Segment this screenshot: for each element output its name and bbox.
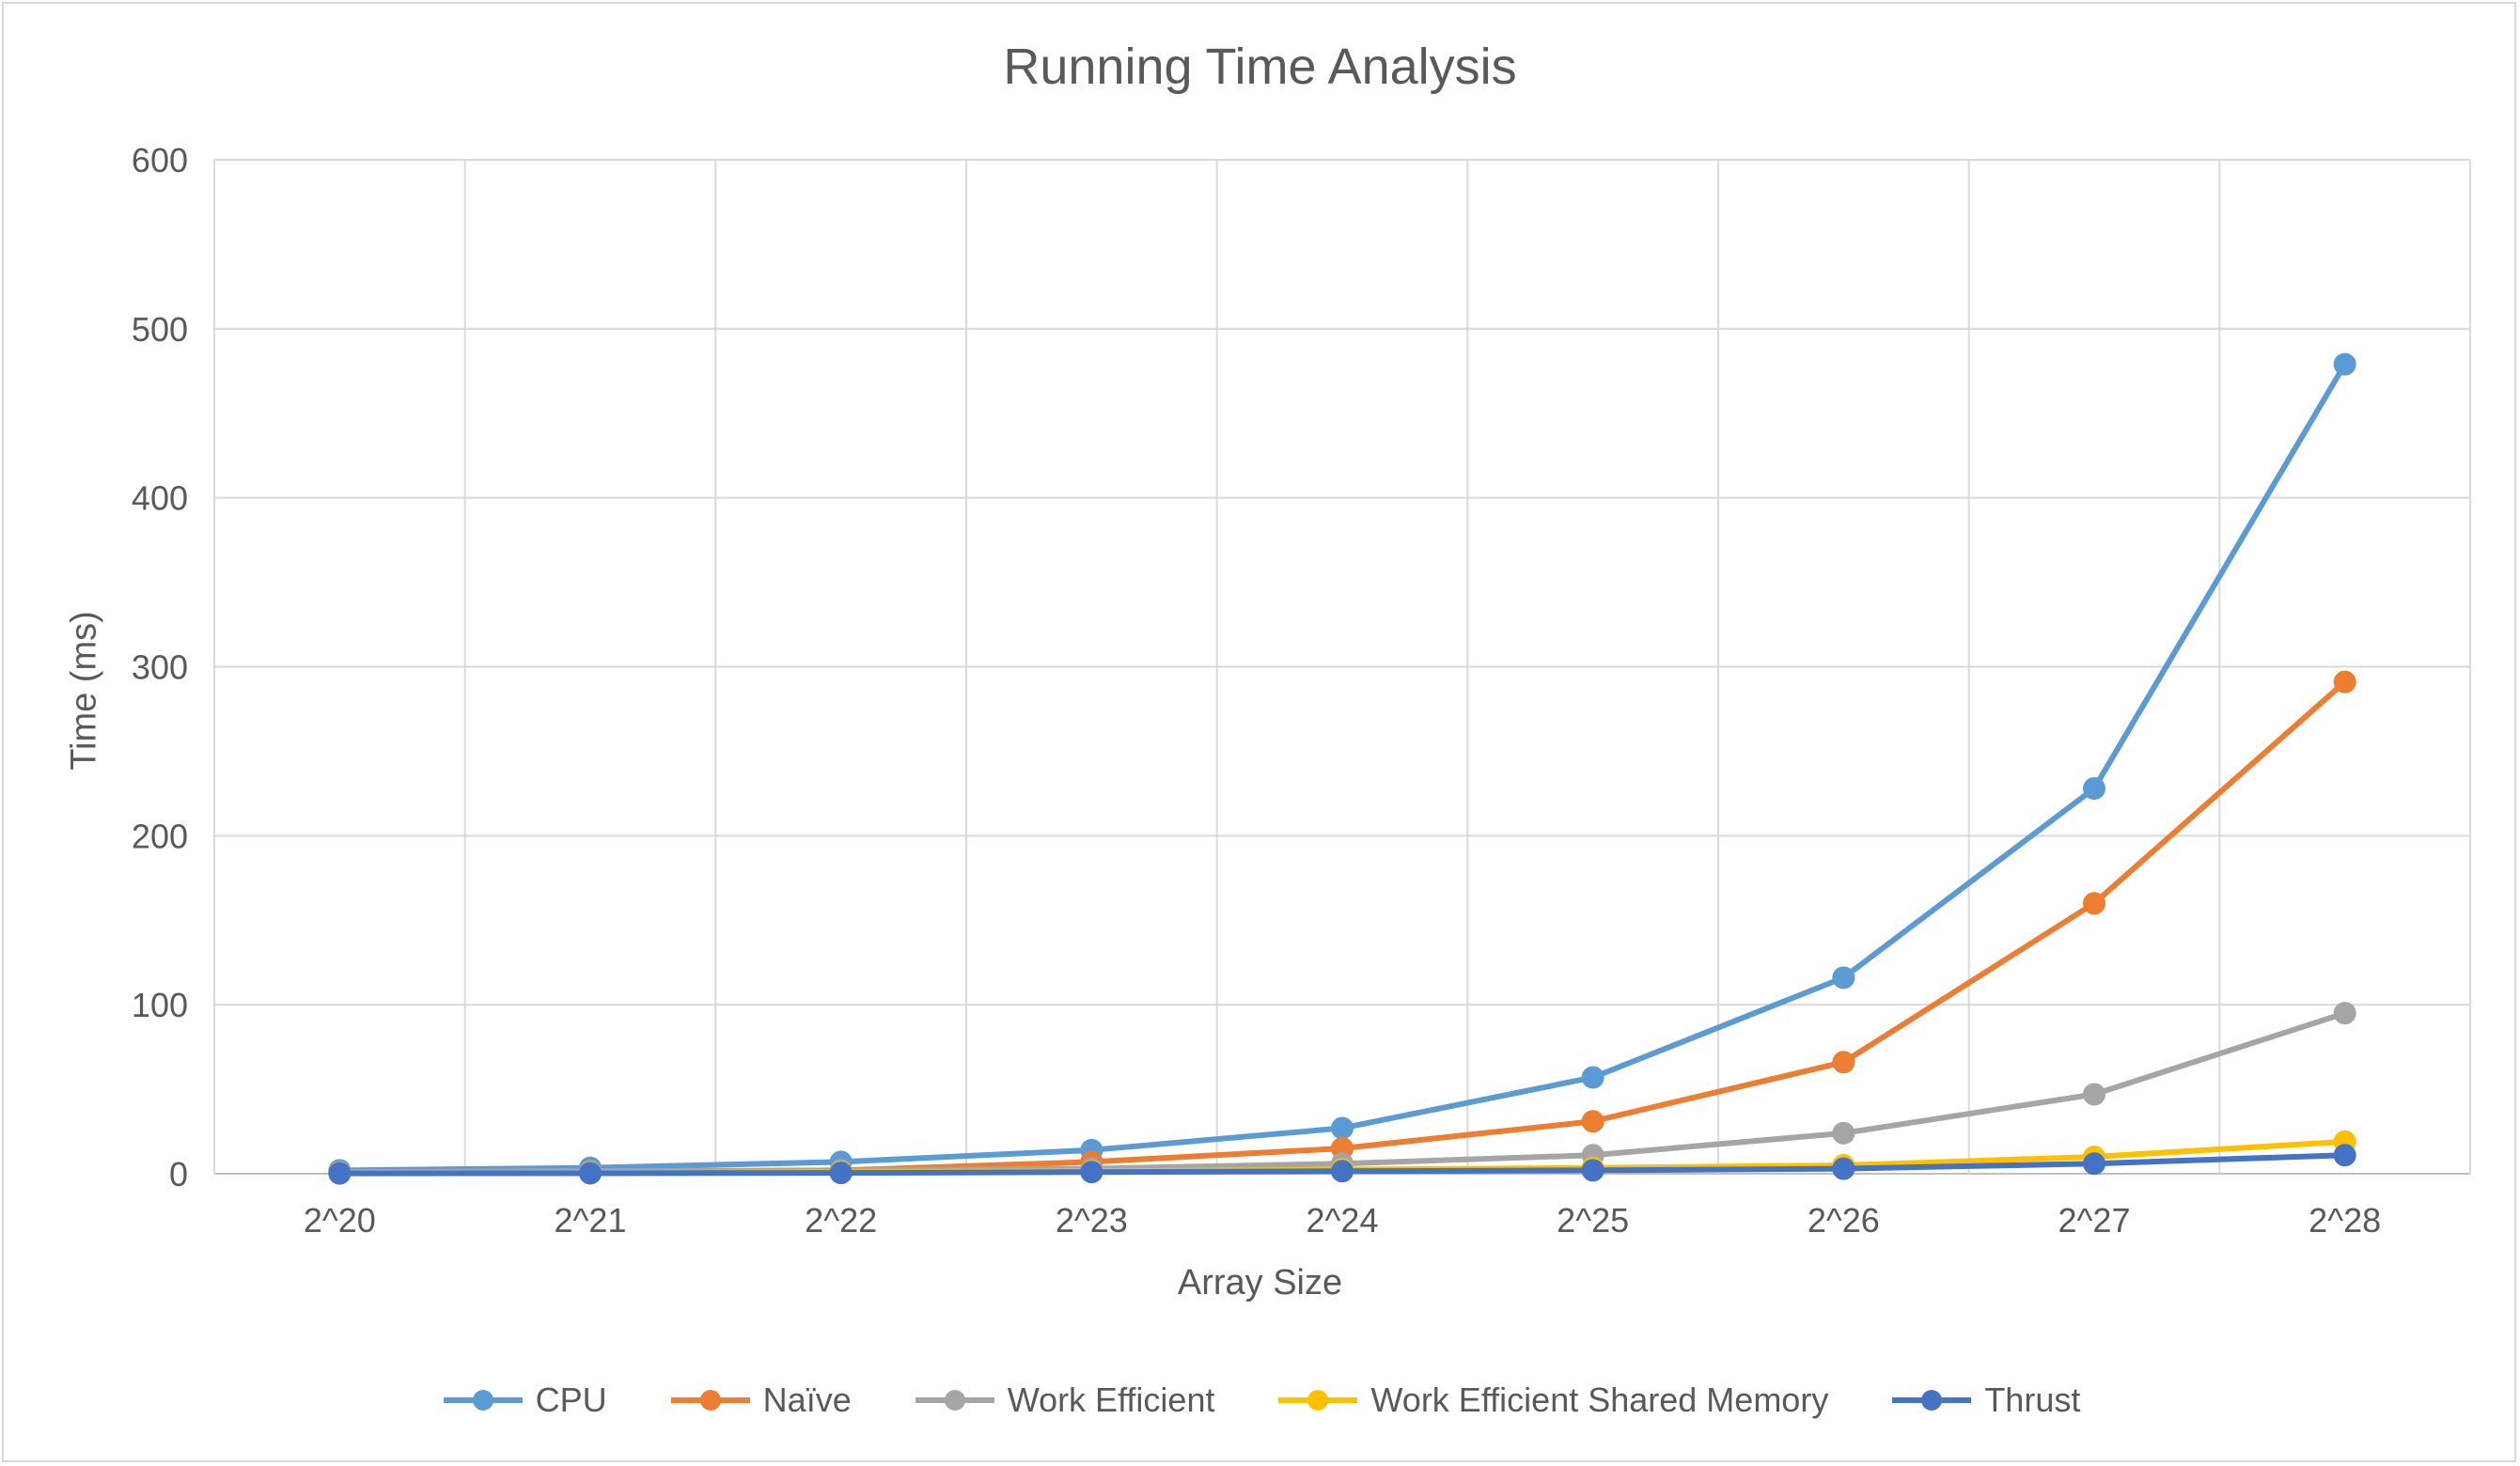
data-point-thrust bbox=[579, 1162, 602, 1185]
legend-swatch-cpu bbox=[443, 1390, 523, 1411]
data-point-na-ve bbox=[1581, 1110, 1604, 1133]
legend-swatch-na-ve bbox=[670, 1390, 750, 1411]
legend-item-work-efficient-shared-memory: Work Efficient Shared Memory bbox=[1275, 1380, 1828, 1420]
data-point-work-efficient bbox=[2333, 1002, 2356, 1025]
y-tick-label: 300 bbox=[132, 648, 188, 687]
y-tick-label: 600 bbox=[132, 141, 188, 179]
x-tick-label: 2^23 bbox=[1056, 1201, 1128, 1240]
data-point-thrust bbox=[2083, 1152, 2105, 1176]
data-point-na-ve bbox=[1832, 1051, 1855, 1074]
x-tick-label: 2^21 bbox=[555, 1201, 627, 1240]
y-tick-label: 0 bbox=[169, 1155, 188, 1193]
x-tick-label: 2^26 bbox=[1808, 1201, 1880, 1240]
series-line-cpu bbox=[337, 361, 2348, 1174]
legend-item-cpu: CPU bbox=[440, 1380, 607, 1420]
data-point-cpu bbox=[1581, 1066, 1604, 1089]
y-tick-label: 100 bbox=[132, 986, 188, 1024]
data-point-thrust bbox=[1080, 1161, 1103, 1184]
data-point-cpu bbox=[2333, 352, 2356, 376]
data-point-thrust bbox=[1832, 1157, 1855, 1180]
legend-item-na-ve: Naïve bbox=[667, 1380, 852, 1420]
x-tick-label: 2^25 bbox=[1557, 1201, 1629, 1240]
legend-label: Naïve bbox=[762, 1380, 852, 1419]
data-point-na-ve bbox=[2333, 670, 2356, 694]
x-tick-label: 2^22 bbox=[805, 1201, 877, 1240]
x-tick-label: 2^20 bbox=[304, 1201, 376, 1240]
legend-marker bbox=[699, 1390, 721, 1411]
legend-item-work-efficient: Work Efficient bbox=[912, 1380, 1215, 1420]
data-point-cpu bbox=[1832, 966, 1855, 990]
y-tick-label: 200 bbox=[132, 817, 188, 855]
chart-title: Running Time Analysis bbox=[1003, 39, 1517, 95]
legend-marker bbox=[1921, 1390, 1943, 1411]
data-point-work-efficient bbox=[2083, 1083, 2105, 1106]
x-tick-label: 2^27 bbox=[2058, 1201, 2131, 1240]
legend-label: Work Efficient bbox=[1007, 1380, 1215, 1419]
x-axis-label: Array Size bbox=[1177, 1263, 1343, 1302]
data-point-thrust bbox=[1581, 1159, 1604, 1182]
legend: CPU Naïve Work Efficient Work Efficient Sha… bbox=[0, 1372, 2520, 1428]
data-point-na-ve bbox=[2083, 892, 2105, 915]
legend-label: Thrust bbox=[1984, 1380, 2081, 1419]
legend-marker bbox=[472, 1390, 493, 1411]
x-tick-label: 2^28 bbox=[2309, 1201, 2381, 1240]
legend-item-thrust: Thrust bbox=[1888, 1380, 2080, 1420]
data-point-cpu bbox=[2083, 776, 2105, 800]
data-point-thrust bbox=[1331, 1160, 1354, 1183]
data-point-work-efficient bbox=[1832, 1121, 1855, 1145]
legend-swatch-work-efficient bbox=[915, 1390, 994, 1411]
legend-marker bbox=[944, 1390, 965, 1411]
y-axis-label: Time (ms) bbox=[64, 611, 104, 771]
y-tick-label: 500 bbox=[132, 310, 188, 349]
legend-swatch-thrust bbox=[1892, 1390, 1972, 1411]
legend-label: CPU bbox=[535, 1380, 607, 1419]
data-point-thrust bbox=[829, 1162, 853, 1185]
y-tick-label: 400 bbox=[132, 479, 188, 518]
legend-swatch-work-efficient-shared-memory bbox=[1278, 1390, 1358, 1411]
legend-label: Work Efficient Shared Memory bbox=[1370, 1380, 1829, 1419]
x-tick-label: 2^24 bbox=[1307, 1201, 1379, 1240]
data-point-cpu bbox=[1331, 1116, 1354, 1140]
data-point-thrust bbox=[328, 1162, 352, 1185]
legend-marker bbox=[1307, 1390, 1329, 1411]
data-point-thrust bbox=[2333, 1144, 2356, 1167]
